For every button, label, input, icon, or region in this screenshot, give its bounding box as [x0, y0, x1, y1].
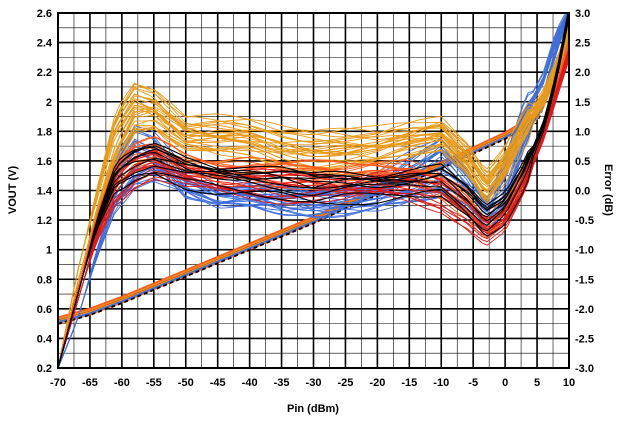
error-curve: [58, 38, 569, 368]
x-tick-label: 5: [534, 377, 540, 389]
y-tick-label: 1: [46, 245, 52, 257]
y2-tick-label: 2.0: [575, 67, 590, 79]
vout-line: [58, 29, 569, 323]
x-tick-label: 10: [563, 377, 575, 389]
series-layer: [58, 13, 569, 368]
x-tick-label: -45: [210, 377, 226, 389]
error-curve: [58, 13, 569, 368]
y-tick-label: 1.4: [37, 186, 53, 198]
y2-tick-label: -1.0: [575, 245, 594, 257]
error-curve: [58, 46, 569, 368]
error-curve: [58, 40, 569, 368]
vout-line: [58, 38, 569, 325]
x-tick-label: -30: [306, 377, 322, 389]
x-tick-label: -15: [401, 377, 417, 389]
error-curve: [58, 17, 569, 368]
x-tick-label: -50: [178, 377, 194, 389]
x-tick-labels: -70 -65 -60 -55 -50 -45 -40 -35 -30 -25 -20 -15 -10-…: [50, 377, 575, 389]
y2-tick-label: 0.5: [575, 156, 590, 168]
error-curve: [58, 40, 569, 368]
y2-tick-label: -2.5: [575, 333, 594, 345]
error-curve: [58, 56, 569, 368]
vout-line: [58, 34, 569, 322]
x-tick-label: -10: [433, 377, 449, 389]
y2-tick-label: 1.0: [575, 126, 590, 138]
vout-line: [58, 33, 569, 320]
x-tick-label: -40: [242, 377, 258, 389]
y2-tick-label: -0.5: [575, 215, 594, 227]
error-curve: [58, 13, 569, 368]
y-tick-label: 1.6: [37, 156, 52, 168]
y2-axis-title: Error (dB): [602, 164, 614, 216]
y2-tick-label: -2.0: [575, 304, 594, 316]
error-curve: [58, 55, 569, 368]
error-curve: [58, 17, 569, 368]
error-curve: [58, 59, 569, 368]
x-tick-label: 0: [502, 377, 508, 389]
error-curve: [58, 13, 569, 368]
y-tick-label: 1.2: [37, 215, 52, 227]
error-curve: [58, 47, 569, 368]
y-tick-label: 0.2: [37, 363, 52, 375]
error-curve: [58, 13, 569, 368]
error-curve: [58, 29, 569, 368]
x-tick-label: -55: [146, 377, 162, 389]
error-curve: [58, 24, 569, 368]
y2-tick-label: 2.5: [575, 38, 590, 50]
y-tick-label: 0.8: [37, 274, 52, 286]
y2-tick-label: 1.5: [575, 97, 590, 109]
x-axis-title: Pin (dBm): [287, 403, 339, 415]
x-tick-label: -70: [50, 377, 66, 389]
y2-tick-label: -1.5: [575, 274, 594, 286]
plot-frame: [57, 12, 570, 369]
error-curve: [58, 38, 569, 368]
error-curve: [58, 37, 569, 368]
error-curve: [58, 13, 569, 368]
x-tick-label: -65: [82, 377, 98, 389]
y-tick-label: 0.4: [37, 333, 53, 345]
y2-tick-label: -3.0: [575, 363, 594, 375]
error-curve: [58, 24, 569, 368]
x-tick-label: -20: [369, 377, 385, 389]
x-tick-label: -35: [274, 377, 290, 389]
x-tick-label: -5: [468, 377, 478, 389]
y-tick-label: 2: [46, 97, 52, 109]
x-tick-label: -25: [337, 377, 353, 389]
y-tick-label: 2.6: [37, 8, 52, 20]
error-curve: [58, 40, 569, 368]
y-tick-label: 2.4: [37, 38, 53, 50]
vout-line: [58, 32, 569, 324]
y2-tick-label: 0.0: [575, 186, 590, 198]
y-tick-label: 1.8: [37, 126, 52, 138]
error-curve: [58, 45, 569, 368]
y-tick-label: 2.2: [37, 67, 52, 79]
y2-tick-labels: -3.0 -2.5 -2.0 -1.5 -1.0 -0.5 0.0 0.5 1.0 1.5 2.0 2…: [575, 8, 594, 375]
y-tick-labels: 0.2 0.4 0.6 0.8 1 1.2 1.4 1.6 1.8 2 2.2 2.4 2.6: [37, 8, 53, 375]
error-curve: [58, 29, 569, 368]
error-curve: [58, 13, 569, 368]
y-axis-title: VOUT (V): [7, 166, 19, 215]
y2-tick-label: 3.0: [575, 8, 590, 20]
vout-line: [58, 35, 569, 324]
x-tick-label: -60: [114, 377, 130, 389]
y-tick-label: 0.6: [37, 304, 52, 316]
